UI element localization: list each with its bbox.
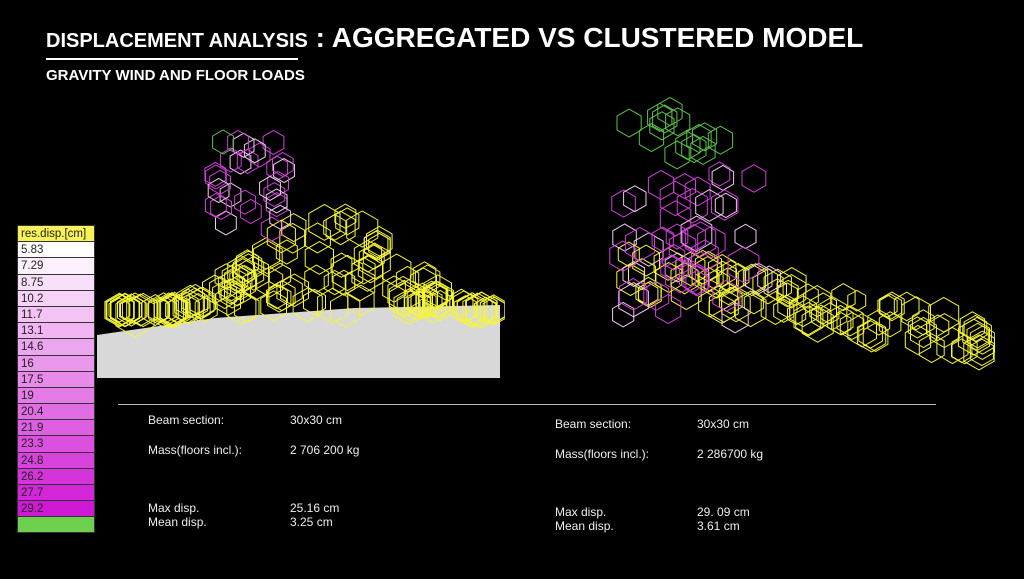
wireframe-cell [911, 318, 937, 348]
legend-swatch: 24.8 [17, 452, 95, 468]
legend-swatch: 16 [17, 355, 95, 371]
legend-swatch: 20.4 [17, 403, 95, 419]
wireframe-cell [617, 109, 641, 137]
max-disp-label: Max disp. [148, 501, 199, 515]
beam-label: Beam section: [148, 413, 224, 427]
wireframe-cell [742, 165, 766, 193]
legend-swatch: 21.9 [17, 419, 95, 435]
clustered-model-render [595, 90, 995, 385]
legend-swatch: 14.6 [17, 338, 95, 354]
legend-swatch: 29.2 [17, 500, 95, 516]
wireframe-cell [263, 130, 284, 154]
wireframe-cell [235, 190, 256, 214]
subtitle: GRAVITY WIND AND FLOOR LOADS [46, 67, 305, 84]
legend-header: res.disp.[cm] [17, 225, 95, 241]
title-underline [46, 58, 298, 60]
mean-disp-label: Mean disp. [555, 519, 614, 533]
wireframe-cell [660, 201, 691, 236]
max-disp-value: 29. 09 cm [697, 505, 750, 519]
wireframe-cell [216, 211, 237, 235]
legend-swatch: 5.83 [17, 241, 95, 257]
legend-swatch: 8.75 [17, 274, 95, 290]
wireframe-cell [280, 223, 306, 253]
mass-label: Mass(floors incl.): [148, 443, 242, 457]
legend-swatch: 23.3 [17, 435, 95, 451]
wireframe-cell [848, 290, 866, 311]
legend-swatch: 26.2 [17, 468, 95, 484]
page-title: DISPLACEMENT ANALYSIS : AGGREGATED VS CL… [46, 22, 863, 54]
legend-swatch: 11.7 [17, 306, 95, 322]
legend-swatch: 10.2 [17, 290, 95, 306]
max-disp-value: 25.16 cm [290, 501, 339, 515]
wireframe-cell [738, 264, 765, 295]
wireframe-cell [863, 323, 888, 352]
legend-swatch: 17.5 [17, 371, 95, 387]
wireframe-cell [712, 166, 734, 191]
legend-swatch: 13.1 [17, 322, 95, 338]
beam-label: Beam section: [555, 417, 631, 431]
wireframe-cell [666, 108, 690, 136]
wireframe-cell [625, 227, 654, 261]
wireframe-cell [929, 297, 959, 332]
max-disp-label: Max disp. [555, 505, 606, 519]
wireframe-cell [639, 124, 663, 152]
mean-disp-label: Mean disp. [148, 515, 207, 529]
mass-label: Mass(floors incl.): [555, 447, 649, 461]
divider [118, 404, 936, 405]
beam-value: 30x30 cm [697, 417, 749, 431]
wireframe-cell [648, 170, 673, 199]
mass-value: 2 706 200 kg [290, 443, 359, 457]
wireframe-cell [624, 186, 646, 212]
wireframe-cell [879, 292, 904, 321]
mean-disp-value: 3.25 cm [290, 515, 333, 529]
magenta-wireframe-cells [205, 130, 295, 241]
wireframe-cell [253, 238, 280, 269]
displacement-legend: res.disp.[cm] 5.83 7.29 8.75 10.2 11.7 13.1 14… [17, 225, 95, 533]
wireframe-cell [715, 193, 736, 217]
wireframe-cell [274, 159, 295, 183]
beam-value: 30x30 cm [290, 413, 342, 427]
wireframe-cell [261, 217, 282, 241]
aggregated-model-render [95, 120, 505, 380]
wireframe-cell [665, 141, 689, 169]
mean-disp-value: 3.61 cm [697, 519, 740, 533]
legend-swatch: 27.7 [17, 484, 95, 500]
wireframe-cell [708, 126, 732, 154]
wireframe-cell [240, 200, 261, 224]
yellow-wireframe-cells [617, 242, 995, 370]
mass-value: 2 286700 kg [697, 447, 763, 461]
wireframe-cell [735, 224, 756, 248]
legend-swatch: 7.29 [17, 257, 95, 273]
wireframe-cell [919, 334, 944, 363]
wireframe-cell [347, 211, 378, 247]
wireframe-cell [244, 139, 265, 163]
legend-swatch: 19 [17, 387, 95, 403]
legend-swatch [17, 516, 95, 532]
